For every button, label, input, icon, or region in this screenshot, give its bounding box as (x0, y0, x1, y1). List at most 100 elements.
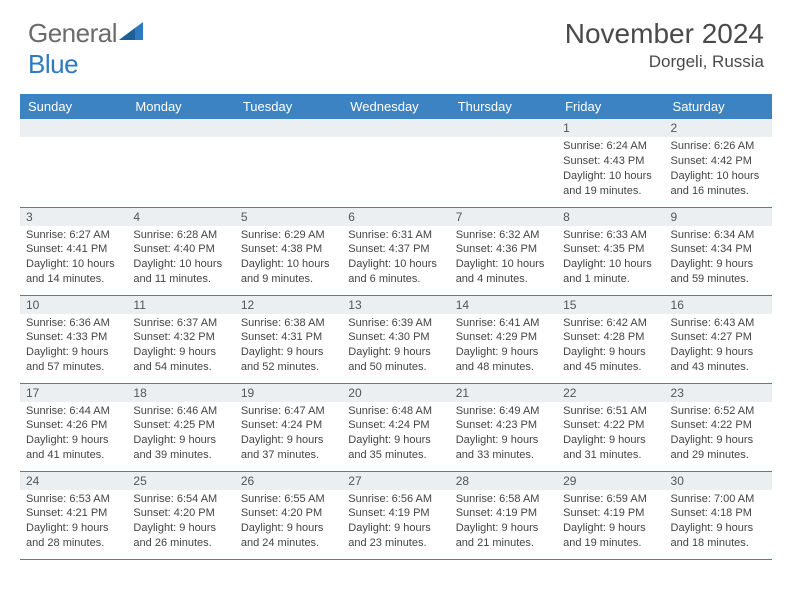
detail-line: and 43 minutes. (671, 360, 766, 375)
detail-line: Sunset: 4:27 PM (671, 330, 766, 345)
detail-line: Sunset: 4:18 PM (671, 506, 766, 521)
detail-line: and 26 minutes. (133, 536, 228, 551)
logo-triangle-icon (117, 20, 145, 42)
detail-line: and 52 minutes. (241, 360, 336, 375)
detail-line: Daylight: 9 hours (456, 521, 551, 536)
detail-line: and 33 minutes. (456, 448, 551, 463)
detail-line: and 23 minutes. (348, 536, 443, 551)
day-number: 23 (665, 384, 772, 402)
calendar-cell: 9Sunrise: 6:34 AMSunset: 4:34 PMDaylight… (665, 207, 772, 295)
logo-text-blue: Blue (28, 49, 78, 79)
detail-line: Sunset: 4:42 PM (671, 154, 766, 169)
detail-line: Sunrise: 6:48 AM (348, 404, 443, 419)
detail-line: Sunset: 4:19 PM (563, 506, 658, 521)
detail-line: Sunrise: 6:58 AM (456, 492, 551, 507)
detail-line: Daylight: 9 hours (456, 433, 551, 448)
detail-line: and 29 minutes. (671, 448, 766, 463)
day-details: Sunrise: 6:43 AMSunset: 4:27 PMDaylight:… (665, 314, 772, 379)
day-number: 28 (450, 472, 557, 490)
detail-line: Sunrise: 6:33 AM (563, 228, 658, 243)
detail-line: Sunset: 4:21 PM (26, 506, 121, 521)
detail-line: and 37 minutes. (241, 448, 336, 463)
detail-line: Daylight: 10 hours (348, 257, 443, 272)
detail-line: Sunset: 4:28 PM (563, 330, 658, 345)
day-number: 20 (342, 384, 449, 402)
detail-line: Sunrise: 6:37 AM (133, 316, 228, 331)
detail-line: Daylight: 9 hours (133, 345, 228, 360)
calendar-cell: 12Sunrise: 6:38 AMSunset: 4:31 PMDayligh… (235, 295, 342, 383)
calendar-cell: 24Sunrise: 6:53 AMSunset: 4:21 PMDayligh… (20, 471, 127, 559)
detail-line: Sunset: 4:41 PM (26, 242, 121, 257)
weekday-header: Sunday (20, 94, 127, 119)
calendar-cell: 15Sunrise: 6:42 AMSunset: 4:28 PMDayligh… (557, 295, 664, 383)
day-number: 13 (342, 296, 449, 314)
detail-line: Daylight: 9 hours (563, 433, 658, 448)
detail-line: Sunrise: 6:39 AM (348, 316, 443, 331)
day-details: Sunrise: 6:55 AMSunset: 4:20 PMDaylight:… (235, 490, 342, 555)
detail-line: Daylight: 10 hours (563, 257, 658, 272)
detail-line: Daylight: 10 hours (133, 257, 228, 272)
detail-line: and 9 minutes. (241, 272, 336, 287)
empty-day-bar (235, 119, 342, 137)
detail-line: Daylight: 9 hours (348, 433, 443, 448)
calendar-cell: 20Sunrise: 6:48 AMSunset: 4:24 PMDayligh… (342, 383, 449, 471)
calendar-cell: 19Sunrise: 6:47 AMSunset: 4:24 PMDayligh… (235, 383, 342, 471)
detail-line: Daylight: 10 hours (671, 169, 766, 184)
calendar-cell: 30Sunrise: 7:00 AMSunset: 4:18 PMDayligh… (665, 471, 772, 559)
calendar-cell: 8Sunrise: 6:33 AMSunset: 4:35 PMDaylight… (557, 207, 664, 295)
detail-line: Sunrise: 6:38 AM (241, 316, 336, 331)
detail-line: and 35 minutes. (348, 448, 443, 463)
detail-line: Sunset: 4:22 PM (671, 418, 766, 433)
day-details: Sunrise: 6:29 AMSunset: 4:38 PMDaylight:… (235, 226, 342, 291)
detail-line: Daylight: 9 hours (241, 433, 336, 448)
detail-line: Sunrise: 6:47 AM (241, 404, 336, 419)
day-number: 5 (235, 208, 342, 226)
calendar-cell: 14Sunrise: 6:41 AMSunset: 4:29 PMDayligh… (450, 295, 557, 383)
detail-line: and 21 minutes. (456, 536, 551, 551)
detail-line: Sunrise: 6:54 AM (133, 492, 228, 507)
detail-line: Sunrise: 6:41 AM (456, 316, 551, 331)
day-details: Sunrise: 6:42 AMSunset: 4:28 PMDaylight:… (557, 314, 664, 379)
logo: General Blue (28, 18, 145, 80)
calendar-cell: 7Sunrise: 6:32 AMSunset: 4:36 PMDaylight… (450, 207, 557, 295)
day-number: 17 (20, 384, 127, 402)
calendar-cell: 29Sunrise: 6:59 AMSunset: 4:19 PMDayligh… (557, 471, 664, 559)
detail-line: and 50 minutes. (348, 360, 443, 375)
day-details: Sunrise: 6:44 AMSunset: 4:26 PMDaylight:… (20, 402, 127, 467)
day-details: Sunrise: 6:49 AMSunset: 4:23 PMDaylight:… (450, 402, 557, 467)
day-number: 16 (665, 296, 772, 314)
detail-line: and 48 minutes. (456, 360, 551, 375)
detail-line: Daylight: 10 hours (241, 257, 336, 272)
weekday-header: Friday (557, 94, 664, 119)
detail-line: Daylight: 10 hours (456, 257, 551, 272)
detail-line: Sunset: 4:33 PM (26, 330, 121, 345)
detail-line: Daylight: 9 hours (241, 521, 336, 536)
detail-line: and 41 minutes. (26, 448, 121, 463)
empty-day-bar (127, 119, 234, 137)
logo-text-gray: General (28, 18, 117, 48)
calendar-cell: 23Sunrise: 6:52 AMSunset: 4:22 PMDayligh… (665, 383, 772, 471)
detail-line: and 45 minutes. (563, 360, 658, 375)
day-details: Sunrise: 6:26 AMSunset: 4:42 PMDaylight:… (665, 137, 772, 202)
day-details: Sunrise: 6:37 AMSunset: 4:32 PMDaylight:… (127, 314, 234, 379)
day-details: Sunrise: 6:46 AMSunset: 4:25 PMDaylight:… (127, 402, 234, 467)
day-number: 4 (127, 208, 234, 226)
calendar-cell: 16Sunrise: 6:43 AMSunset: 4:27 PMDayligh… (665, 295, 772, 383)
detail-line: and 19 minutes. (563, 184, 658, 199)
day-number: 24 (20, 472, 127, 490)
calendar-cell: 28Sunrise: 6:58 AMSunset: 4:19 PMDayligh… (450, 471, 557, 559)
detail-line: Sunset: 4:37 PM (348, 242, 443, 257)
empty-day-bar (450, 119, 557, 137)
detail-line: Sunset: 4:25 PM (133, 418, 228, 433)
calendar-cell: 11Sunrise: 6:37 AMSunset: 4:32 PMDayligh… (127, 295, 234, 383)
detail-line: Sunrise: 6:36 AM (26, 316, 121, 331)
detail-line: Daylight: 9 hours (671, 345, 766, 360)
calendar-cell: 27Sunrise: 6:56 AMSunset: 4:19 PMDayligh… (342, 471, 449, 559)
day-number: 12 (235, 296, 342, 314)
detail-line: Sunrise: 6:28 AM (133, 228, 228, 243)
detail-line: and 28 minutes. (26, 536, 121, 551)
detail-line: Sunset: 4:34 PM (671, 242, 766, 257)
detail-line: Daylight: 9 hours (456, 345, 551, 360)
detail-line: Sunrise: 6:51 AM (563, 404, 658, 419)
detail-line: Sunrise: 7:00 AM (671, 492, 766, 507)
